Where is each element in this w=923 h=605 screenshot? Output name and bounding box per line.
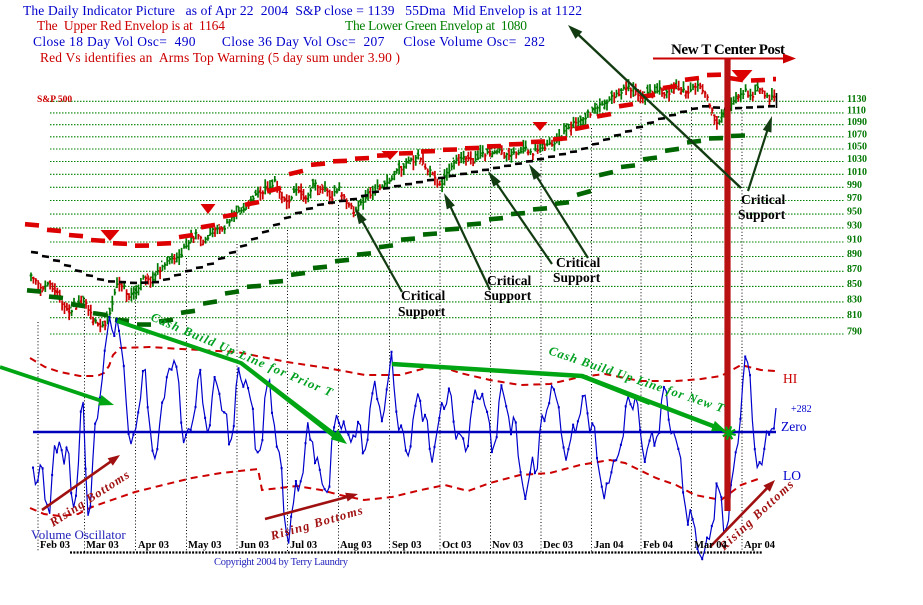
svg-text:Critical: Critical [401, 288, 445, 303]
svg-text:+282: +282 [791, 404, 812, 415]
svg-text:1030: 1030 [847, 154, 867, 165]
svg-text:New T Center Post: New T Center Post [671, 42, 785, 58]
svg-text:Zero: Zero [781, 419, 807, 434]
svg-text:The Upper Red Envelop is at: The Upper Red Envelop is at 1164 [37, 18, 225, 33]
svg-text:Support: Support [553, 270, 601, 285]
svg-text:890: 890 [847, 249, 862, 260]
svg-text:The Daily Indicator Picture: The Daily Indicator Picture as of Apr 22… [23, 3, 582, 18]
svg-text:Feb 03: Feb 03 [40, 540, 70, 551]
svg-text:Copyright 2004 by Terry Laundr: Copyright 2004 by Terry Laundry [214, 557, 349, 568]
svg-text:Critical: Critical [556, 255, 600, 270]
svg-text:810: 810 [847, 310, 862, 321]
svg-text:870: 870 [847, 264, 862, 275]
svg-text:Aug 03: Aug 03 [340, 540, 372, 551]
svg-text:Critical: Critical [741, 192, 785, 207]
svg-text:May 03: May 03 [188, 540, 222, 551]
svg-text:S&P 500: S&P 500 [37, 95, 72, 105]
svg-text:830: 830 [847, 294, 862, 305]
svg-text:1050: 1050 [847, 142, 867, 153]
svg-text:950: 950 [847, 207, 862, 218]
svg-text:Sep 03: Sep 03 [392, 540, 421, 551]
svg-text:Jun 03: Jun 03 [239, 540, 269, 551]
svg-text:790: 790 [847, 327, 862, 338]
svg-text:1010: 1010 [847, 167, 867, 178]
svg-text:LO: LO [783, 468, 801, 483]
svg-text:Support: Support [398, 304, 446, 319]
svg-text:970: 970 [847, 193, 862, 204]
svg-text:910: 910 [847, 235, 862, 246]
svg-text:1090: 1090 [847, 117, 867, 128]
svg-text:1130: 1130 [847, 94, 866, 105]
svg-text:Mar 03: Mar 03 [86, 540, 119, 551]
svg-text:Red Vs identifies an Arms Top: Red Vs identifies an Arms Top Warning (5… [40, 50, 400, 65]
svg-text:Jul 03: Jul 03 [290, 540, 317, 551]
svg-text:Jan 04: Jan 04 [594, 540, 624, 551]
svg-text:Support: Support [484, 288, 532, 303]
svg-text:Dec 03: Dec 03 [543, 540, 573, 551]
svg-text:The Lower Green Envelop at 10: The Lower Green Envelop at 1080 [345, 18, 527, 33]
svg-text:HI: HI [783, 371, 798, 386]
svg-text:Close 18 Day Vol Osc= 490: Close 18 Day Vol Osc= 490 Close 36 Day V… [33, 34, 545, 49]
svg-text:1110: 1110 [847, 105, 866, 116]
svg-text:990: 990 [847, 180, 862, 191]
svg-text:930: 930 [847, 220, 862, 231]
svg-text:Support: Support [738, 207, 786, 222]
svg-text:850: 850 [847, 279, 862, 290]
svg-text:Feb 04: Feb 04 [643, 540, 674, 551]
svg-text:Oct 03: Oct 03 [442, 540, 471, 551]
svg-text:Mar 04: Mar 04 [694, 540, 728, 551]
svg-text:1070: 1070 [847, 129, 867, 140]
svg-text:Apr 04: Apr 04 [744, 540, 776, 551]
svg-text:Apr 03: Apr 03 [138, 540, 169, 551]
svg-text:Volume Oscillator: Volume Oscillator [31, 527, 126, 542]
svg-text:Nov 03: Nov 03 [492, 540, 523, 551]
svg-text:Critical: Critical [487, 273, 531, 288]
